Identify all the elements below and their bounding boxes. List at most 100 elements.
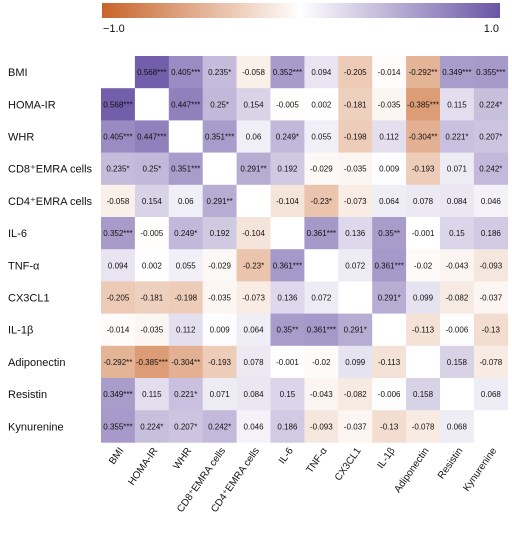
cell-value-label: 0.361*** [307, 229, 336, 238]
heatmap-cell [134, 281, 170, 314]
cell-value-label: -0.035 [378, 100, 401, 109]
heatmap-cell [270, 345, 305, 379]
cell-value-label: 0.207* [479, 133, 502, 142]
heatmap-cell [304, 378, 339, 411]
heatmap-cell [406, 88, 441, 121]
cell-value-label: 0.009 [379, 165, 400, 174]
cell-value-label: 0.352*** [273, 68, 302, 77]
cell-value-label: -0.304** [409, 133, 438, 142]
cell-value-label: 0.351*** [205, 133, 234, 142]
heatmap-cell [304, 88, 339, 121]
heatmap-cell [338, 249, 373, 282]
heatmap-cell [473, 281, 509, 314]
heatmap-cell [236, 152, 271, 186]
heatmap-cell [101, 120, 136, 153]
heatmap-cell [134, 217, 170, 250]
cell-value-label: -0.029 [310, 165, 333, 174]
column-label: HOMA-IR [126, 446, 160, 488]
heatmap-cell [406, 217, 441, 250]
heatmap-cell [372, 378, 407, 411]
column-label: Resistin [436, 446, 465, 481]
cell-value-label: -0.001 [276, 358, 299, 367]
heatmap-cell [168, 152, 203, 186]
cell-value-label: 0.235* [208, 68, 231, 77]
cell-value-label: 0.291** [207, 197, 233, 206]
cell-value-label: -0.014 [378, 68, 401, 77]
cell-value-label: -0.385*** [136, 358, 168, 367]
heatmap-cell [304, 56, 339, 89]
heatmap-cell [304, 281, 339, 314]
cell-value-label: -0.198 [344, 133, 367, 142]
heatmap-cell [134, 152, 170, 186]
cell-value-label: 0.351*** [171, 165, 200, 174]
heatmap-cell [372, 345, 407, 379]
cell-value-label: 0.25* [210, 100, 229, 109]
heatmap-cell [236, 88, 271, 121]
heatmap-cell [304, 184, 339, 218]
cell-value-label: -0.304** [171, 358, 200, 367]
heatmap-cell [473, 345, 509, 379]
heatmap-cell [101, 152, 136, 186]
heatmap-cell [134, 56, 170, 89]
heatmap-cell [168, 378, 203, 411]
cell-value-label: -0.093 [480, 261, 503, 270]
cell-value-label: -0.292** [409, 68, 438, 77]
row-labels: BMI HOMA-IR WHR CD8⁺EMRA cells CD4⁺EMRA cell… [8, 67, 93, 433]
cell-value-label: 0.249* [174, 229, 197, 238]
cell-value-label: -0.02 [312, 358, 331, 367]
cell-value-label: 0.071 [210, 390, 231, 399]
cell-value-label: 0.136 [277, 294, 298, 303]
cell-value-label: 0.115 [447, 100, 467, 109]
cell-value-label: -0.292** [103, 358, 132, 367]
heatmap-cell [202, 56, 237, 89]
heatmap-cell [134, 88, 170, 121]
heatmap-cell [236, 249, 271, 282]
heatmap-cell [440, 345, 475, 379]
column-label: Adiponectin [393, 446, 432, 495]
cell-value-label: -0.104 [242, 229, 265, 238]
column-label: IL-6 [277, 445, 296, 466]
cell-value-label: 0.291* [344, 326, 367, 335]
cell-value-label: 0.291** [240, 165, 266, 174]
heatmap-cell [372, 120, 407, 153]
colorbar-gradient [102, 3, 500, 18]
heatmap-cell [304, 410, 339, 443]
heatmap-cell [473, 217, 509, 250]
heatmap-cell [168, 345, 203, 379]
cell-value-label: -0.006 [378, 390, 401, 399]
heatmap-cell [168, 249, 203, 282]
cell-value-label: -0.13 [380, 422, 399, 431]
cell-value-label: 0.235* [106, 165, 129, 174]
heatmap-cell [134, 120, 170, 153]
heatmap-cell [338, 281, 373, 314]
cell-value-label: -0.058 [242, 68, 265, 77]
cell-value-label: 0.064 [379, 197, 400, 206]
cell-value-label: -0.113 [378, 358, 401, 367]
heatmap-cell [236, 410, 271, 443]
heatmap-cell [406, 56, 441, 89]
cell-value-label: -0.082 [344, 390, 367, 399]
heatmap-cell [440, 152, 475, 186]
heatmap-cell [270, 120, 305, 153]
heatmap-cell [101, 313, 136, 347]
heatmap-cell [304, 313, 339, 347]
cell-value-label: 0.094 [311, 68, 332, 77]
cell-value-label: 0.009 [210, 326, 231, 335]
cell-value-label: -0.058 [107, 197, 130, 206]
heatmap-cell [202, 281, 237, 314]
colorbar-min-label: −1.0 [103, 23, 125, 35]
heatmap-cell [406, 184, 441, 218]
row-label: CD4⁺EMRA cells [8, 196, 93, 208]
cell-value-label: -0.005 [276, 100, 299, 109]
heatmap-cell [270, 88, 305, 121]
cell-value-label: -0.035 [344, 165, 367, 174]
heatmap-cell [440, 313, 475, 347]
heatmap-cell [473, 152, 509, 186]
cell-value-label: 0.349*** [442, 68, 471, 77]
cell-value-label: 0.071 [447, 165, 468, 174]
cell-value-label: -0.014 [107, 326, 130, 335]
heatmap-cell [440, 249, 475, 282]
cell-value-label: -0.205 [107, 294, 130, 303]
heatmap-cell [270, 378, 305, 411]
